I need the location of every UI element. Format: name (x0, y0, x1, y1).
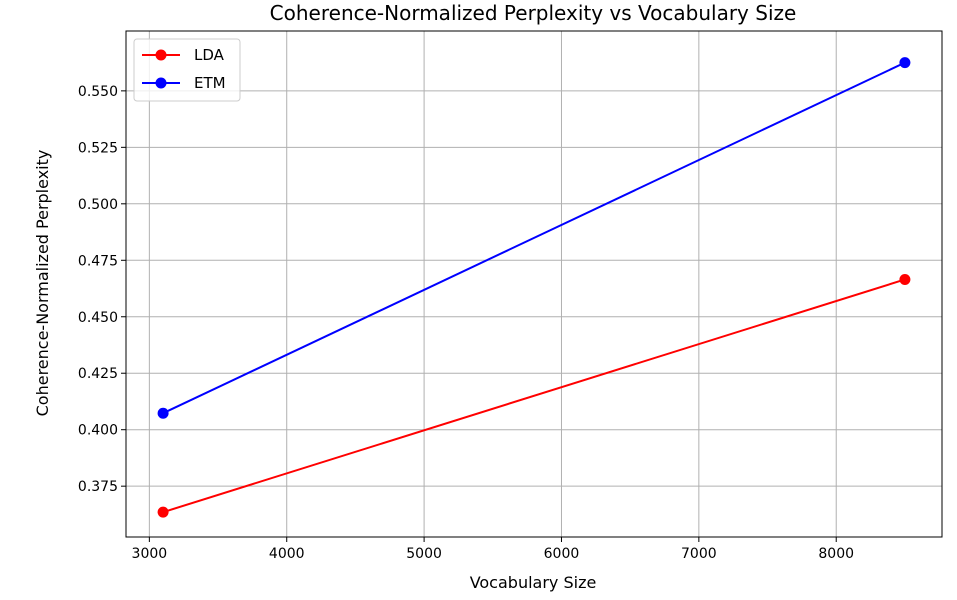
y-axis-label: Coherence-Normalized Perplexity (33, 150, 52, 417)
y-tick-label: 0.375 (78, 479, 118, 495)
legend: LDA ETM (133, 38, 241, 102)
series-line-etm (162, 61, 906, 415)
legend-label: ETM (194, 74, 226, 92)
y-tick-label: 0.425 (78, 366, 118, 382)
legend-swatch-marker (155, 77, 167, 89)
y-tick-label: 0.550 (78, 84, 118, 100)
data-point-lda (157, 506, 169, 518)
y-tick-label: 0.500 (78, 197, 118, 213)
data-point-etm (157, 407, 169, 419)
data-point-etm (899, 57, 911, 69)
x-tick-label: 4000 (269, 546, 305, 562)
legend-label: LDA (194, 46, 225, 64)
y-tick-label: 0.475 (78, 253, 118, 269)
chart-title: Coherence-Normalized Perplexity vs Vocab… (270, 1, 797, 25)
legend-item-lda: LDA (142, 46, 225, 64)
grid (126, 31, 942, 537)
plot-frame (125, 30, 943, 538)
series-lda (157, 273, 911, 518)
series-etm (157, 57, 911, 419)
legend-swatch-marker (155, 49, 167, 61)
series-line-lda (162, 278, 906, 514)
x-axis-label: Vocabulary Size (470, 573, 597, 592)
series-layer (157, 57, 911, 518)
x-tick-label: 7000 (681, 546, 717, 562)
y-tick-label: 0.525 (78, 140, 118, 156)
y-tick-label: 0.400 (78, 423, 118, 439)
y-tick-label: 0.450 (78, 310, 118, 326)
data-point-lda (899, 273, 911, 285)
legend-item-etm: ETM (142, 74, 226, 92)
x-tick-label: 5000 (406, 546, 442, 562)
x-tick-label: 6000 (544, 546, 580, 562)
x-tick-label: 3000 (132, 546, 168, 562)
axis-ticks: 3000 4000 5000 6000 7000 8000 0.375 0.400 0.425 0… (78, 84, 854, 562)
x-tick-label: 8000 (818, 546, 854, 562)
